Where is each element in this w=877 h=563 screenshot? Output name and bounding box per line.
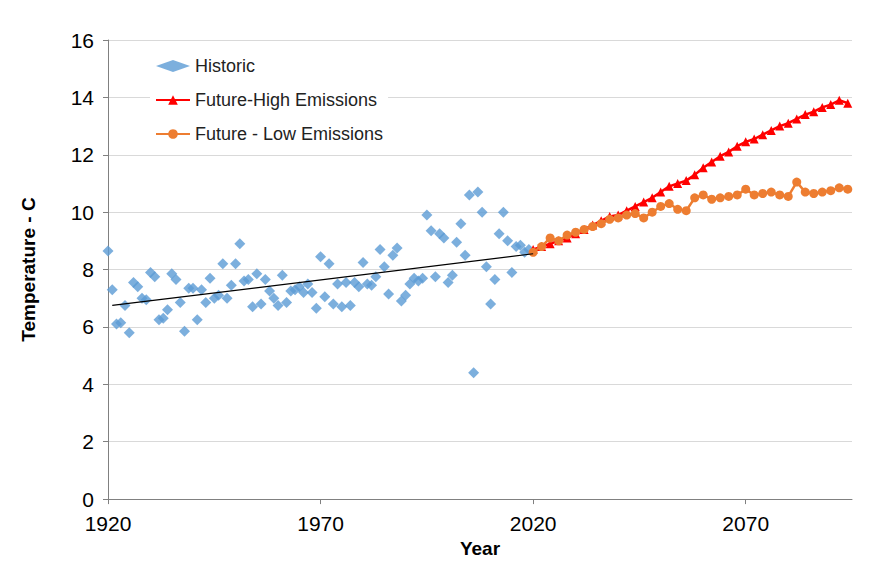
svg-text:8: 8 — [82, 258, 94, 281]
svg-text:6: 6 — [82, 315, 94, 338]
svg-text:0: 0 — [82, 488, 94, 511]
svg-text:Future-High Emissions: Future-High Emissions — [195, 90, 377, 110]
svg-text:2070: 2070 — [722, 512, 769, 535]
svg-text:4: 4 — [82, 373, 94, 396]
svg-text:2020: 2020 — [510, 512, 557, 535]
svg-text:Future - Low Emissions: Future - Low Emissions — [195, 124, 383, 144]
svg-text:2: 2 — [82, 430, 94, 453]
svg-text:1920: 1920 — [85, 512, 132, 535]
svg-text:12: 12 — [71, 143, 94, 166]
svg-text:Temperature - C: Temperature - C — [18, 197, 39, 342]
svg-text:Historic: Historic — [195, 56, 255, 76]
svg-text:Year: Year — [460, 538, 501, 559]
svg-text:10: 10 — [71, 201, 94, 224]
svg-text:16: 16 — [71, 29, 94, 52]
svg-text:14: 14 — [71, 86, 95, 109]
svg-text:1970: 1970 — [297, 512, 344, 535]
